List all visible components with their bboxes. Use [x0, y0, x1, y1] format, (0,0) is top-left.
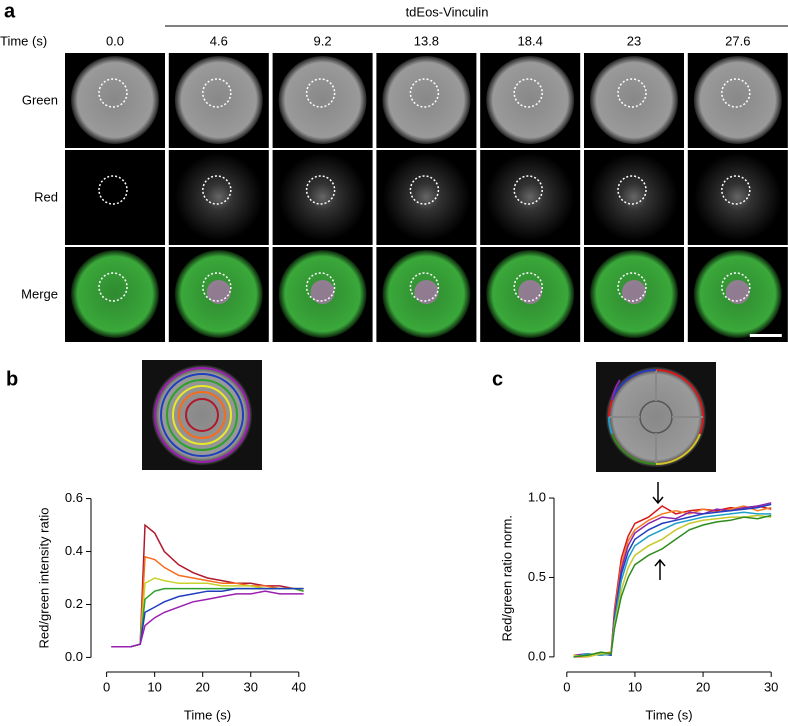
x-tick-label: 10 [628, 679, 642, 694]
series-line [111, 555, 304, 648]
time-value: 18.4 [518, 33, 543, 48]
red-signal [206, 280, 231, 304]
roi-circle [617, 175, 647, 205]
x-tick-label: 30 [244, 679, 258, 694]
y-tick-label: 0.6 [65, 490, 83, 505]
time-value: 0.0 [106, 33, 124, 48]
roi-circle [513, 272, 543, 302]
roi-circle [202, 175, 232, 205]
y-axis-label: Red/green ratio norm. [499, 515, 514, 641]
x-tick-label: 20 [696, 679, 710, 694]
y-tick-label: 0.0 [528, 648, 546, 663]
red-signal [310, 280, 335, 304]
y-axis-label: Red/green intensity ratio [36, 508, 51, 649]
series-line [573, 503, 772, 658]
series-line [111, 523, 304, 648]
series-line [573, 505, 772, 658]
x-tick-label: 0 [563, 679, 570, 694]
time-value: 9.2 [314, 33, 332, 48]
roi-circle [305, 78, 336, 108]
cell [486, 153, 575, 241]
x-tick-label: 10 [147, 679, 161, 694]
series-line [111, 587, 304, 648]
cell [590, 153, 678, 241]
time-value: 27.6 [725, 33, 750, 48]
panel-letter: b [6, 368, 18, 390]
time-value: 23 [627, 33, 641, 48]
roi-circle [617, 78, 647, 108]
roi-circle [409, 175, 440, 205]
roi-circle [617, 272, 647, 302]
cell [382, 153, 471, 241]
x-tick-label: 20 [195, 679, 209, 694]
x-tick-label: 30 [764, 679, 778, 694]
cell [278, 56, 367, 144]
roi-circle [513, 78, 543, 108]
roi-circle [202, 272, 232, 302]
roi-circle [98, 175, 128, 205]
cell [486, 56, 575, 144]
panel-title: tdEos-Vinculin [406, 4, 489, 19]
x-axis-label: Time (s) [645, 707, 692, 722]
roi-circle [721, 78, 751, 108]
red-signal [622, 280, 646, 304]
x-tick-label: 40 [292, 679, 306, 694]
cell [693, 153, 782, 241]
image-grid [65, 53, 788, 342]
y-tick-label: 0.5 [528, 569, 546, 584]
cell [382, 56, 471, 144]
row-label: Merge [21, 286, 58, 301]
time-value: 13.8 [414, 33, 439, 48]
cell [693, 56, 782, 144]
row-label: Green [22, 92, 58, 107]
time-label: Time (s) [0, 33, 47, 48]
x-axis-label: Time (s) [184, 707, 231, 722]
roi-circle [305, 272, 336, 302]
cell [174, 56, 263, 144]
series-line [573, 514, 772, 658]
time-value: 4.6 [210, 33, 228, 48]
cell [71, 153, 159, 241]
roi-circle [721, 272, 751, 302]
cell [278, 153, 367, 241]
roi-circle [98, 78, 128, 108]
roi-circle [409, 272, 440, 302]
panel-letter: a [4, 0, 16, 22]
y-tick-label: 0.2 [65, 596, 83, 611]
cell [71, 56, 159, 144]
x-tick-label: 0 [103, 679, 110, 694]
red-signal [518, 280, 543, 304]
arrows [652, 482, 666, 580]
roi-circle [202, 78, 232, 108]
red-signal [414, 280, 439, 304]
row-label: Red [34, 189, 58, 204]
cell [174, 153, 263, 241]
series-line [111, 590, 304, 648]
series-line [573, 511, 772, 658]
inset-c [596, 362, 716, 472]
roi-circle [305, 175, 336, 205]
panel-letter: c [492, 368, 503, 390]
y-tick-label: 0.0 [65, 649, 83, 664]
series-line [573, 505, 772, 658]
roi-circle [513, 175, 543, 205]
cell [71, 250, 159, 338]
series-line [573, 514, 772, 658]
scale-bar [749, 334, 782, 337]
roi-circle [409, 78, 440, 108]
y-tick-label: 1.0 [528, 489, 546, 504]
inset-b [142, 360, 262, 470]
red-signal [725, 280, 750, 304]
roi-circle [98, 272, 128, 302]
cell [590, 56, 678, 144]
roi-circle [721, 175, 751, 205]
y-tick-label: 0.4 [65, 543, 83, 558]
